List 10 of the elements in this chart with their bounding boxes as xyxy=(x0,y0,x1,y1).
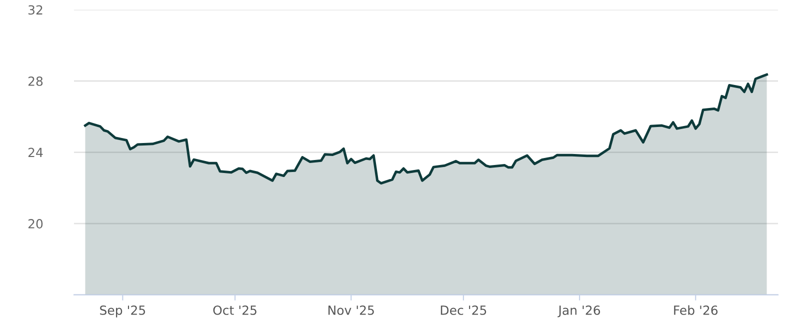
y-tick-label: 32 xyxy=(28,5,42,15)
y-tick-label: 28 xyxy=(28,76,43,86)
x-tick-label: Nov '25 xyxy=(328,305,374,315)
x-tick-label: Dec '25 xyxy=(440,305,486,315)
x-tick-label: Oct '25 xyxy=(213,305,256,315)
y-tick-label: 24 xyxy=(28,148,43,158)
y-tick-label: 20 xyxy=(28,219,43,228)
x-tick-label: Jan '26 xyxy=(558,305,600,318)
x-tick-label: Sep '25 xyxy=(100,305,146,318)
x-tick-label: Feb '26 xyxy=(674,305,718,315)
